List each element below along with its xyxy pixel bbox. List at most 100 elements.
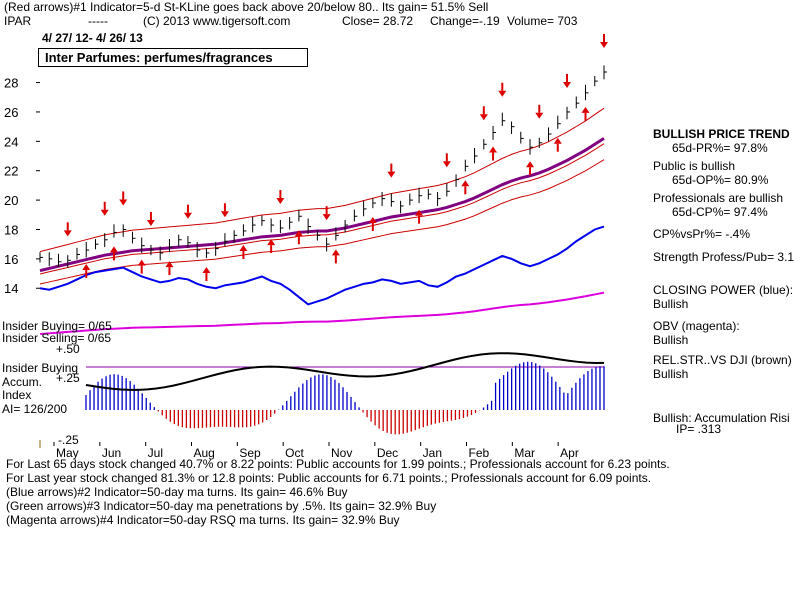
- upper-band: [39, 107, 605, 253]
- month-label: Jan: [423, 446, 442, 460]
- buy-arrow-head: [294, 230, 303, 237]
- company-name: Inter Parfumes: perfumes/fragrances: [45, 50, 273, 65]
- obv-series: [39, 291, 605, 335]
- sell-arrow-head: [63, 230, 72, 237]
- scale-minus25: -.25: [58, 433, 79, 447]
- cp-vs-pr: CP%vsPr%= -.4%: [653, 227, 751, 241]
- month-label: May: [56, 446, 79, 460]
- buy-arrow-head: [581, 106, 590, 113]
- buy-arrow-head: [526, 161, 535, 168]
- buy-arrow-head: [553, 137, 562, 144]
- relstr-status: Bullish: [653, 367, 689, 381]
- obv-label: OBV (magenta):: [653, 319, 740, 333]
- closing-power-series: [39, 225, 605, 306]
- closing-power-status: Bullish: [653, 297, 689, 311]
- signal-arrows: [63, 33, 608, 281]
- lower-band: [39, 159, 605, 285]
- op-value: 65d-OP%= 80.9%: [672, 173, 769, 187]
- sell-arrow-head: [600, 41, 608, 48]
- y-tick-label: 14: [4, 281, 18, 296]
- accum-label: Bullish: Accumulation Risi: [653, 411, 790, 425]
- sell-arrow-head: [146, 220, 155, 227]
- y-tick-label: 22: [4, 164, 18, 179]
- buy-arrow-head: [137, 259, 146, 266]
- month-label: Jul: [148, 446, 163, 460]
- scale-plus25: +.25: [56, 371, 80, 385]
- date-range: 4/ 27/ 12- 4/ 26/ 13: [42, 31, 143, 45]
- month-label: Aug: [194, 446, 215, 460]
- buy-arrow-head: [109, 246, 118, 253]
- month-label: Jun: [102, 446, 121, 460]
- buy-arrow-head: [368, 217, 377, 224]
- sell-arrow-head: [119, 199, 128, 206]
- copyright: (C) 2013 www.tigersoft.com: [143, 14, 291, 28]
- insider-buying-label: Insider Buying: [2, 361, 79, 375]
- close-value: Close= 28.72: [342, 14, 414, 28]
- month-label: Apr: [560, 446, 579, 460]
- sell-arrow-head: [322, 214, 331, 221]
- sell-arrow-head: [100, 209, 109, 216]
- buy-arrow-head: [165, 261, 174, 268]
- sell-arrow-head: [535, 112, 544, 119]
- axis-labels: 28 26 24 22 20 18 16 14 May Jun Jul Aug Sep Oct Nov Dec…: [4, 76, 579, 460]
- buy-arrow-head: [415, 209, 424, 216]
- sell-arrow-head: [479, 114, 488, 121]
- accum-label-2: Index: [2, 388, 32, 402]
- moving-average-50: [39, 137, 605, 273]
- buy-arrow-head: [267, 239, 276, 246]
- obv-status: Bullish: [653, 333, 689, 347]
- price-series: [39, 65, 607, 268]
- buy-arrow-head: [239, 244, 248, 251]
- y-tick-label: 24: [4, 134, 18, 149]
- change-value: Change=-.19: [430, 14, 500, 28]
- buy-arrow-head: [461, 180, 470, 187]
- strength-ratio: Strength Profess/Pub= 3.1: [653, 250, 795, 264]
- ai-value: AI= 126/200: [2, 402, 68, 416]
- month-label: Mar: [514, 446, 535, 460]
- company-box: Inter Parfumes: perfumes/fragrances: [38, 48, 308, 67]
- scale-plus50: +.50: [56, 342, 80, 356]
- sell-arrow-head: [563, 81, 572, 88]
- rel-strength-line: [85, 352, 605, 391]
- buy-arrow-head: [331, 249, 340, 256]
- y-tick-label: 26: [4, 105, 18, 120]
- sell-arrow-head: [387, 171, 396, 178]
- public-title: Public is bullish: [653, 159, 736, 173]
- insider-buying-count: Insider Buying= 0/65: [2, 319, 112, 333]
- sell-arrow-head: [442, 161, 451, 168]
- trend-title: BULLISH PRICE TREND: [653, 127, 790, 141]
- ip-value: IP= .313: [676, 422, 722, 436]
- ticker: IPAR: [4, 14, 32, 28]
- month-label: Oct: [285, 446, 304, 460]
- insider-selling-count: Insider Selling= 0/65: [2, 331, 112, 345]
- accum-index-histogram: [85, 352, 605, 435]
- price-bands: [39, 107, 605, 285]
- buy-arrow-head: [489, 146, 498, 153]
- volume-value: Volume= 703: [507, 14, 578, 28]
- y-tick-label: 20: [4, 193, 18, 208]
- buy-arrow-head: [82, 264, 91, 271]
- sell-arrow-head: [183, 212, 192, 219]
- sell-arrow-head: [276, 198, 285, 205]
- month-label: Dec: [377, 446, 398, 460]
- pro-title: Professionals are bullish: [653, 191, 784, 205]
- indicator1-line: (Red arrows)#1 Indicator=5-d St-KLine go…: [4, 0, 489, 14]
- closing-power-label: CLOSING POWER (blue):: [653, 283, 794, 297]
- mid-band: [39, 143, 605, 275]
- footer-year: For Last year stock changed 81.3% or 12.…: [6, 471, 652, 485]
- ma50-line: [39, 137, 605, 273]
- obv-line: [39, 291, 605, 335]
- relstr-label: REL.STR..VS DJI (brown): [653, 353, 792, 367]
- footer-65day: For Last 65 days stock changed 40.7% or …: [6, 457, 670, 471]
- chart-axes: [36, 82, 559, 448]
- y-tick-label: 18: [4, 222, 18, 237]
- y-tick-label: 16: [4, 252, 18, 267]
- closing-power-line: [39, 225, 605, 306]
- buy-arrow-head: [202, 266, 211, 273]
- month-label: Feb: [469, 446, 490, 460]
- footer-magenta-arrows: (Magenta arrows)#4 Indicator=50-day RSQ …: [6, 513, 400, 527]
- cp-value: 65d-CP%= 97.4%: [672, 205, 768, 219]
- y-tick-label: 28: [4, 76, 18, 91]
- pr-value: 65d-PR%= 97.8%: [672, 141, 768, 155]
